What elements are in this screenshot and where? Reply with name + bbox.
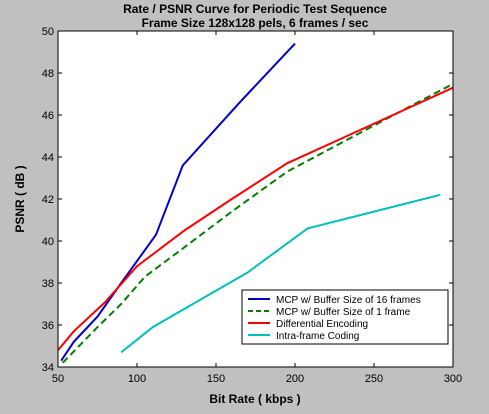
y-tick-label: 34 — [42, 362, 54, 374]
y-tick-label: 48 — [42, 68, 54, 80]
y-tick-label: 36 — [42, 320, 54, 332]
axis-ticks: 50 100 150 200 250 300 34 36 38 40 42 44 46 48 50 — [42, 26, 462, 385]
y-tick-label: 38 — [42, 278, 54, 290]
series-line-3 — [57, 86, 454, 351]
chart-subtitle: Frame Size 128x128 pels, 6 frames / sec — [142, 16, 369, 30]
legend-entry-1: MCP w/ Buffer Size of 16 frames — [276, 295, 421, 306]
legend-entry-3: Differential Encoding — [276, 319, 368, 330]
x-tick-label: 300 — [444, 373, 462, 385]
x-tick-label: 200 — [286, 373, 304, 385]
y-axis-label: PSNR ( dB ) — [13, 165, 27, 232]
x-tick-label: 100 — [128, 373, 146, 385]
y-tick-label: 40 — [42, 236, 54, 248]
x-tick-label: 250 — [365, 373, 383, 385]
series-line-4 — [120, 193, 441, 354]
series-line-2 — [61, 84, 451, 364]
x-axis-label: Bit Rate ( kbps ) — [209, 392, 300, 406]
legend-entry-4: Intra-frame Coding — [276, 331, 359, 342]
y-tick-label: 42 — [42, 194, 54, 206]
legend-entry-2: MCP w/ Buffer Size of 1 frame — [276, 307, 411, 318]
x-tick-label: 50 — [52, 373, 64, 385]
y-tick-label: 50 — [42, 26, 54, 38]
legend-box — [241, 289, 449, 345]
plot-frame — [57, 30, 454, 368]
y-tick-label: 46 — [42, 110, 54, 122]
chart-title: Rate / PSNR Curve for Periodic Test Sequ… — [123, 2, 387, 16]
series-lines — [57, 42, 454, 364]
series-line-1 — [60, 42, 296, 362]
x-tick-label: 150 — [207, 373, 225, 385]
y-tick-label: 44 — [42, 152, 54, 164]
